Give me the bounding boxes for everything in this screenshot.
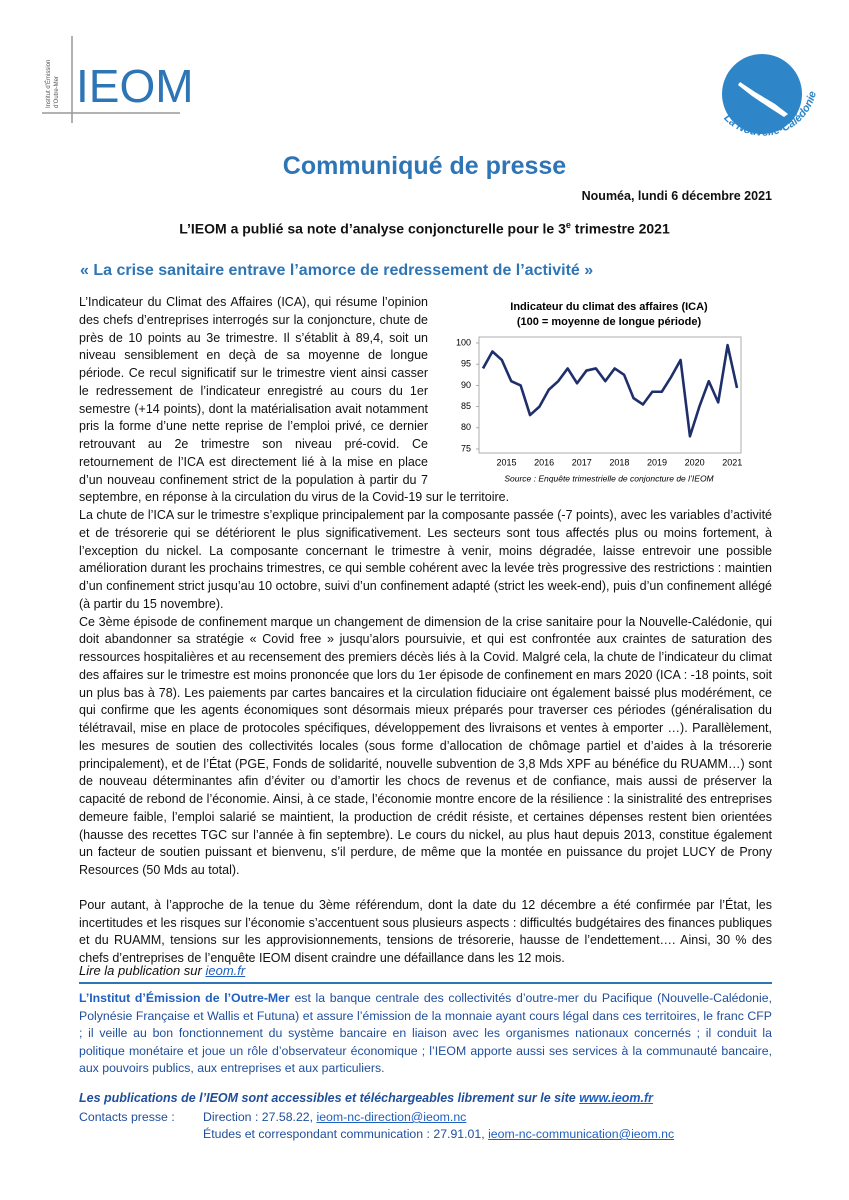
chart: Indicateur du climat des affaires (ICA) … [456,301,742,483]
map-shape [738,82,788,117]
x-tick-label: 2018 [609,457,629,467]
logo-subtitle: Institut d’Émission [45,60,52,108]
chart-source: Source : Enquête trimestrielle de conjon… [504,473,714,483]
y-tick-label: 90 [461,380,471,390]
contact-text: Direction : 27.58.22, [203,1110,317,1124]
publications-text: Les publications de l’IEOM sont accessib… [79,1091,580,1105]
logo-text: IEOM [76,60,194,112]
logo-subtitle: d’Outre-Mer [54,76,60,108]
x-tick-label: 2017 [572,457,592,467]
date: Nouméa, lundi 6 décembre 2021 [581,189,772,203]
subtitle: « La crise sanitaire entrave l’amorce de… [80,262,594,279]
more-text: Lire la publication sur [79,963,206,978]
x-tick-label: 2021 [722,457,742,467]
email-link[interactable]: ieom-nc-direction@ieom.nc [316,1110,467,1124]
x-tick-label: 2019 [647,457,667,467]
body: Indicateur du climat des affaires (ICA) … [79,294,772,968]
y-tick-label: 80 [461,422,471,432]
agency-top-text: AGENCE DE [734,38,793,57]
contact-line: Études et correspondant communication : … [79,1126,674,1143]
agency-top: AGENCE DE [734,38,793,57]
email-link[interactable]: ieom-nc-communication@ieom.nc [488,1127,675,1141]
more: Lire la publication sur ieom.fr [79,963,245,978]
paragraph: La chute de l’ICA sur le trimestre s’exp… [79,508,772,611]
paragraph: L’Indicateur du Climat des Affaires (ICA… [79,295,510,505]
x-tick-label: 2015 [497,457,517,467]
y-tick-label: 100 [456,337,471,347]
headline: L’IEOM a publié sa note d’analyse conjon… [0,220,849,237]
headline-sup: e [565,220,571,230]
paragraph: Ce 3ème épisode de confinement marque un… [79,614,772,878]
footer: L’Institut d’Émission de l’Outre-Mer est… [79,982,772,1078]
link[interactable]: www.ieom.fr [579,1091,654,1105]
contact-text: Études et correspondant communication : … [203,1127,489,1141]
y-tick-label: 85 [461,401,471,411]
x-tick-label: 2020 [685,457,705,467]
contacts-label: Contacts presse : [79,1110,175,1124]
headline-text: trimestre 2021 [570,220,670,237]
publications: Les publications de l’IEOM sont accessib… [79,1091,653,1105]
plot-frame [478,336,742,454]
org-name: L’Institut d’Émission de l’Outre-Mer [79,991,290,1005]
line-series [481,343,739,438]
paragraph: Pour autant, à l’approche de la tenue du… [79,897,772,965]
y-tick-label: 75 [461,443,471,453]
contact-line: Contacts presse : Direction : 27.58.22, i… [79,1109,674,1126]
link[interactable]: ieom.fr [205,963,246,978]
page-title: Communiqué de presse [282,152,567,180]
headline-text: L’IEOM a publié sa note d’analyse conjon… [179,220,566,237]
contacts: Contacts presse : Direction : 27.58.22, i… [79,1109,674,1143]
chart-subtitle: (100 = moyenne de longue période) [517,316,702,328]
ieom-logo: Institut d’Émission d’Outre-Mer IEOM [42,36,194,123]
agency-logo: AGENCE DE La Nouvelle-Calédonie [721,38,819,139]
org-description: est la banque centrale des collectivités… [79,991,772,1076]
x-tick-label: 2016 [534,457,554,467]
y-tick-label: 95 [461,359,471,369]
chart-title: Indicateur du climat des affaires (ICA) [510,301,708,313]
